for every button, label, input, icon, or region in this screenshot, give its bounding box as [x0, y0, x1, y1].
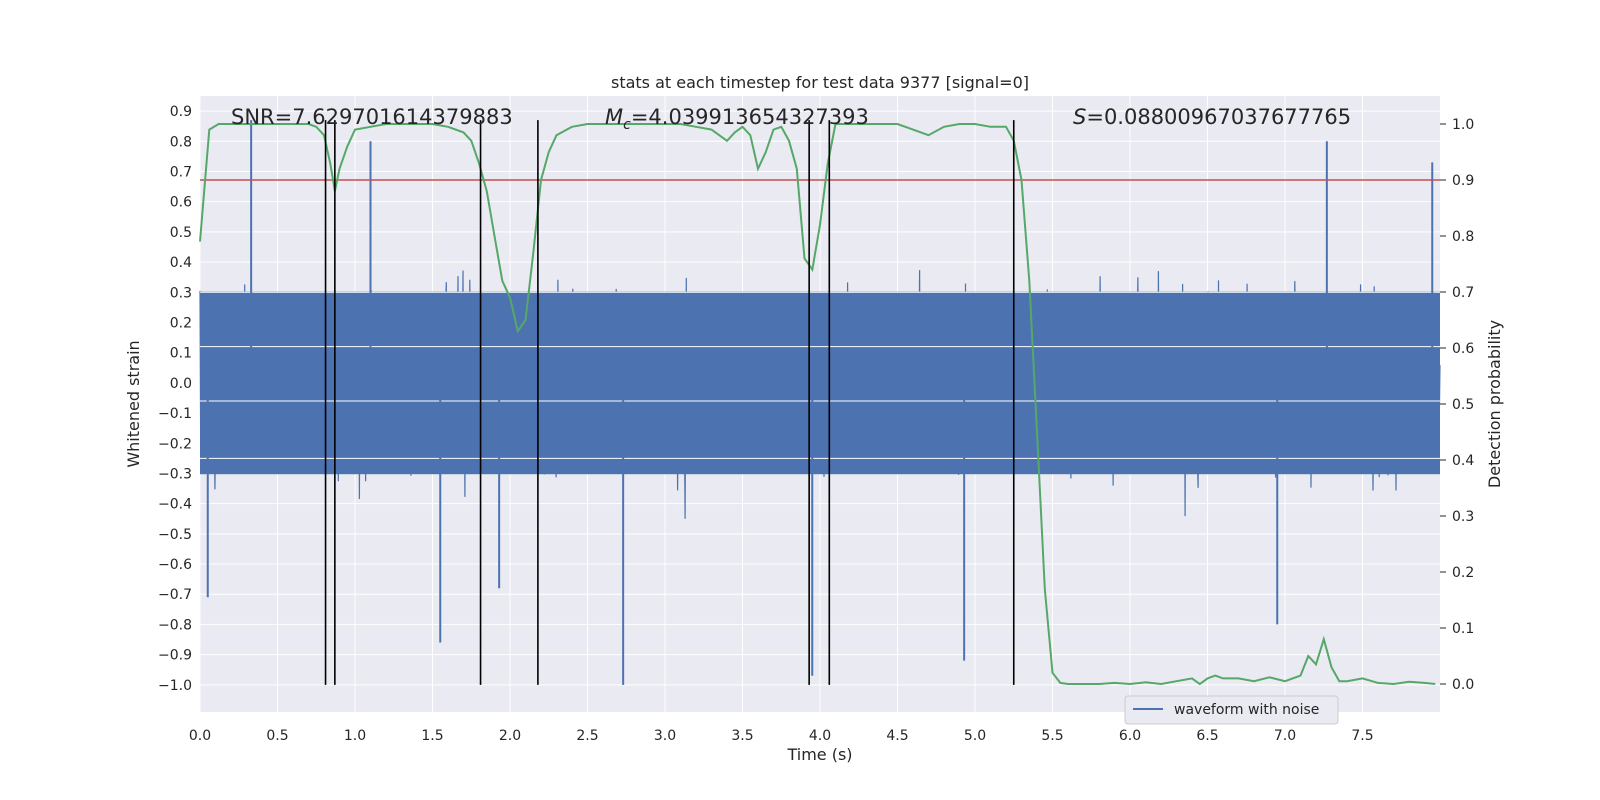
x-tick-label: 1.5 [421, 728, 443, 744]
marker-lines [324, 120, 1015, 685]
x-tick-label: 6.0 [1119, 728, 1141, 744]
x-tick-label: 5.0 [964, 728, 986, 744]
y-tick-label: −0.6 [158, 557, 192, 573]
y2-tick-label: 0.6 [1452, 341, 1474, 357]
y2-tick-label: 0.9 [1452, 173, 1474, 189]
y2-tick-label: 0.3 [1452, 509, 1474, 525]
y2-axis-ticks: 1.0 0.9 0.8 0.7 0.6 0.5 0.4 0.3 0.2 0.1 0.0 [1440, 117, 1474, 693]
chart-title: stats at each timestep for test data 937… [611, 73, 1029, 92]
y-tick-label: −0.7 [158, 587, 192, 603]
y-tick-label: −0.3 [158, 466, 192, 482]
y-tick-label: −0.9 [158, 648, 192, 664]
x-tick-label: 3.5 [731, 728, 753, 744]
chirp-mass-annotation: Mc=4.039913654327393 [605, 105, 869, 133]
y-tick-label: 0.3 [170, 285, 192, 301]
y2-tick-label: 1.0 [1452, 117, 1474, 133]
x-tick-label: 3.0 [654, 728, 676, 744]
y-tick-label: −0.8 [158, 617, 192, 633]
detection-probability-line [199, 123, 1436, 686]
y2-axis-label: Detection probability [1485, 320, 1504, 488]
y2-tick-label: 0.8 [1452, 229, 1474, 245]
y-tick-label: 0.0 [170, 376, 192, 392]
legend-box [1124, 695, 1339, 725]
x-tick-label: 0.0 [189, 728, 211, 744]
y-tick-label: −1.0 [158, 678, 192, 694]
y2-tick-label: 0.4 [1452, 453, 1474, 469]
y-axis-ticks: 0.9 0.8 0.7 0.6 0.5 0.4 0.3 0.2 0.1 0.0 −0.1 −0.2 −0… [158, 104, 192, 694]
y2-tick-label: 0.1 [1452, 621, 1474, 637]
s-annotation: S=0.08800967037677765 [1073, 105, 1351, 129]
y2-tick-label: 0.5 [1452, 397, 1474, 413]
waveform-series [199, 270, 1441, 519]
x-tick-label: 6.5 [1196, 728, 1218, 744]
y-tick-label: 0.4 [170, 255, 192, 271]
x-tick-label: 5.5 [1041, 728, 1063, 744]
legend-label: waveform with noise [1174, 702, 1319, 718]
y-tick-label: 0.9 [170, 104, 192, 120]
x-tick-label: 7.5 [1351, 728, 1373, 744]
y-tick-label: −0.1 [158, 406, 192, 422]
x-tick-label: 2.0 [499, 728, 521, 744]
y2-tick-label: 0.7 [1452, 285, 1474, 301]
x-tick-label: 4.5 [886, 728, 908, 744]
y2-tick-label: 0.0 [1452, 677, 1474, 693]
y-axis-label: Whitened strain [124, 340, 143, 467]
y-tick-label: 0.6 [170, 195, 192, 211]
y-tick-label: 0.2 [170, 315, 192, 331]
y-tick-label: −0.5 [158, 527, 192, 543]
y-tick-label: 0.8 [170, 134, 192, 150]
x-axis-label: Time (s) [786, 745, 852, 764]
y-tick-label: −0.4 [158, 497, 192, 513]
x-tick-label: 2.5 [576, 728, 598, 744]
x-axis-ticks: 0.0 0.5 1.0 1.5 2.0 2.5 3.0 3.5 4.0 4.5 5.0 5.5 6.0 6… [189, 728, 1374, 744]
y-tick-label: 0.5 [170, 225, 192, 241]
y-tick-label: −0.2 [158, 436, 192, 452]
x-tick-label: 1.0 [344, 728, 366, 744]
waveform-spikes [206, 120, 1434, 685]
waveform-core [200, 291, 1440, 475]
x-tick-label: 0.5 [266, 728, 288, 744]
x-tick-label: 4.0 [809, 728, 831, 744]
y-tick-label: 0.7 [170, 164, 192, 180]
y2-tick-label: 0.2 [1452, 565, 1474, 581]
y-tick-label: 0.1 [170, 346, 192, 362]
legend: waveform with noise [1124, 695, 1339, 725]
x-tick-label: 7.0 [1274, 728, 1296, 744]
snr-annotation: SNR=7.629701614379883 [231, 105, 513, 129]
